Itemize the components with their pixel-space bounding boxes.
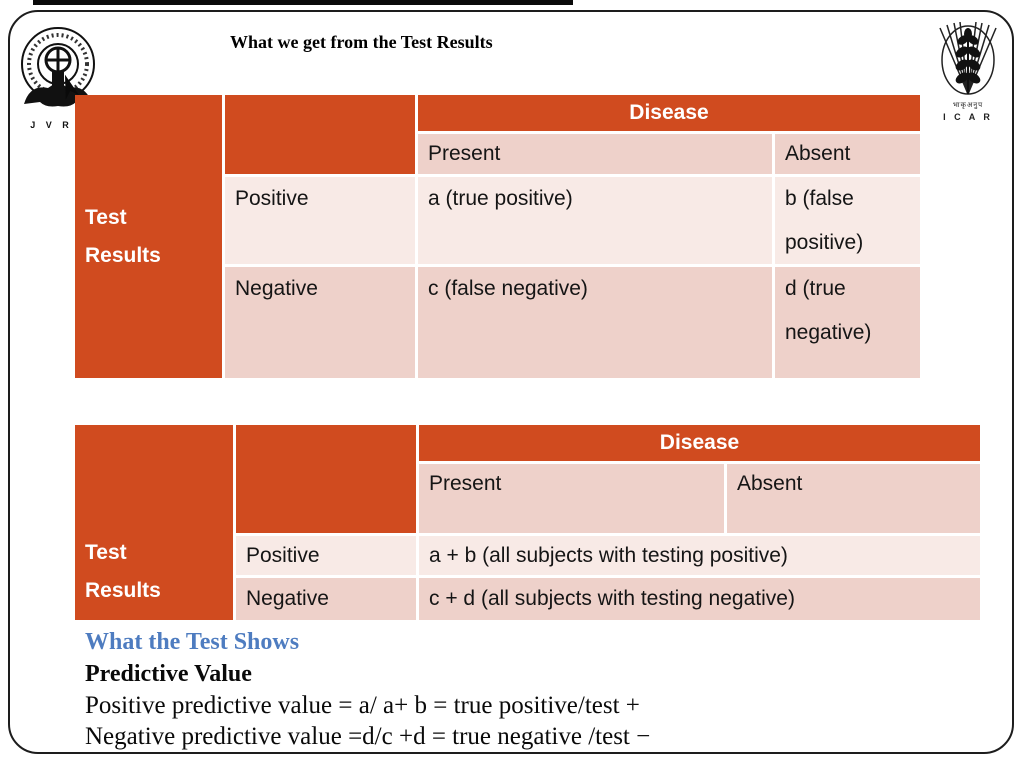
table2-row-header: Test Results	[75, 425, 233, 620]
table2-cell-negative-total: c + d (all subjects with testing negativ…	[419, 578, 980, 620]
table1-negative-label: Negative	[225, 267, 415, 378]
negative-predictive-value-formula: Negative predictive value =d/c +d = true…	[85, 723, 651, 750]
slide-title: What we get from the Test Results	[230, 32, 493, 52]
positive-predictive-value-formula: Positive predictive value = a/ a+ b = tr…	[85, 692, 640, 719]
table2-negative-label: Negative	[236, 578, 416, 620]
notes-subheading: Predictive Value	[85, 661, 252, 687]
table1-present-header: Present	[418, 134, 772, 174]
table1-cell-false-negative: c (false negative)	[418, 267, 772, 378]
icar-logo-hindi-label: भाकृअनुप	[952, 102, 984, 109]
table1-cell-true-negative: d (true negative)	[775, 267, 920, 378]
slide-border-frame	[8, 10, 1014, 754]
table2-row-header-label: Test Results	[85, 541, 161, 602]
icar-logo-label: I C A R	[943, 112, 993, 122]
table2-corner-cell	[236, 425, 416, 533]
table1-cell-true-positive: a (true positive)	[418, 177, 772, 264]
ivri-logo-label: J V R I	[30, 120, 86, 130]
table2-disease-header: Disease	[419, 425, 980, 461]
notes-block: What the Test Shows Predictive Value Pos…	[85, 626, 845, 752]
table2-absent-header: Absent	[727, 464, 980, 533]
table1-disease-header: Disease	[418, 95, 920, 131]
icar-emblem-icon	[939, 21, 997, 95]
contingency-table-totals: Test Results Disease Present Absent Posi…	[75, 425, 980, 620]
table1-cell-false-positive: b (false positive)	[775, 177, 920, 264]
table2-present-header: Present	[419, 464, 724, 533]
table2-cell-positive-total: a + b (all subjects with testing positiv…	[419, 536, 980, 575]
table1-row-header-label: Test Results	[85, 205, 161, 267]
icar-logo: भाकृअनुप I C A R	[922, 21, 1014, 122]
contingency-table-detail: Test Results Disease Present Absent Posi…	[75, 95, 920, 378]
table1-row-header: Test Results	[75, 95, 222, 378]
table2-positive-label: Positive	[236, 536, 416, 575]
table1-positive-label: Positive	[225, 177, 415, 264]
table1-absent-header: Absent	[775, 134, 920, 174]
top-edge-strip	[33, 0, 573, 5]
mouse-cursor-icon	[64, 74, 80, 100]
table1-corner-cell	[225, 95, 415, 174]
notes-heading: What the Test Shows	[85, 629, 300, 655]
